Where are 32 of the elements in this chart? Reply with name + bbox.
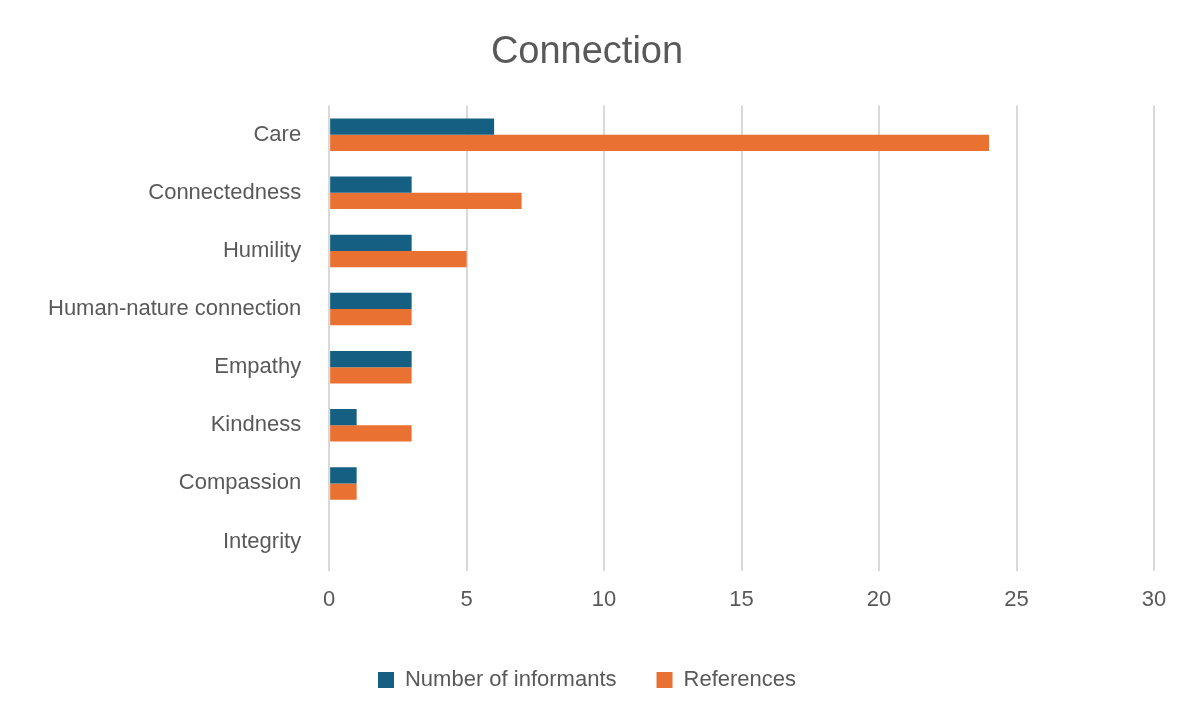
y-tick-label: Humility xyxy=(222,236,302,262)
bar xyxy=(330,309,412,326)
chart-title: Connection xyxy=(490,29,684,72)
y-tick-label: Compassion xyxy=(178,469,302,495)
x-tick-label: 20 xyxy=(866,585,892,611)
x-tick-label: 25 xyxy=(1004,585,1029,611)
bar xyxy=(330,234,412,251)
y-tick-label: Human-nature connection xyxy=(47,295,302,321)
y-tick-label: Connectedness xyxy=(148,178,302,204)
legend-label: References xyxy=(683,666,797,692)
bar xyxy=(330,409,357,426)
legend-label: Number of informants xyxy=(404,666,617,692)
x-tick-label: 5 xyxy=(460,585,473,611)
bar xyxy=(330,292,412,310)
bar xyxy=(330,134,990,151)
y-tick-label: Integrity xyxy=(222,527,302,553)
bar xyxy=(330,176,412,193)
x-tick-label: 10 xyxy=(591,585,617,611)
bar xyxy=(330,350,412,368)
bar xyxy=(330,118,495,135)
bar xyxy=(330,192,522,210)
x-tick-label: 0 xyxy=(323,585,336,611)
bar xyxy=(330,367,412,384)
x-tick-label: 30 xyxy=(1141,585,1167,611)
bar xyxy=(330,250,467,268)
y-tick-label: Empathy xyxy=(214,353,302,379)
x-tick-label: 15 xyxy=(729,585,754,611)
bar xyxy=(330,467,357,484)
bar xyxy=(330,425,412,442)
y-tick-label: Kindness xyxy=(210,411,302,437)
bar xyxy=(330,483,357,500)
y-tick-label: Care xyxy=(253,120,302,146)
